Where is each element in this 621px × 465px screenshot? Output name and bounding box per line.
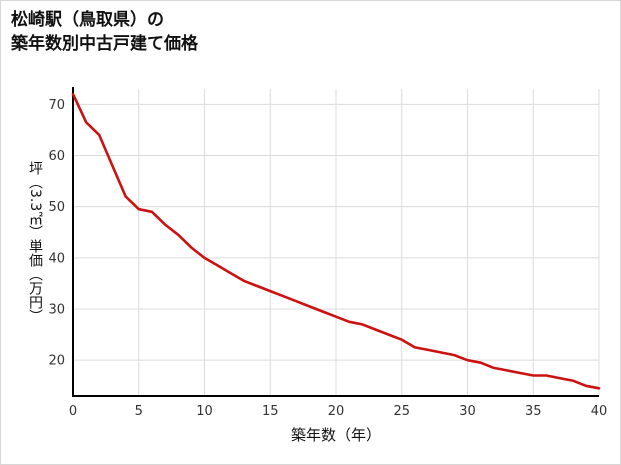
- y-tick-label-20: 20: [48, 354, 65, 369]
- y-axis-label: 坪（3.3㎡）単価（万円）: [27, 161, 43, 324]
- x-tick-label-35: 35: [525, 404, 542, 419]
- price-line-series: [71, 92, 601, 390]
- x-tick-label-30: 30: [459, 404, 476, 419]
- chart-title-line2: 築年数別中古戸建て価格: [11, 33, 198, 54]
- y-tick-label-70: 70: [48, 98, 65, 113]
- x-tick-label-20: 20: [328, 404, 345, 419]
- x-tick-label-40: 40: [591, 404, 608, 419]
- y-tick-label-30: 30: [48, 303, 65, 318]
- y-tick-label-50: 50: [48, 200, 65, 215]
- y-tick-label-40: 40: [48, 251, 65, 266]
- chart-title-line1: 松崎駅（鳥取県）の: [11, 10, 164, 30]
- x-tick-label-0: 0: [69, 404, 77, 419]
- x-tick-label-5: 5: [135, 404, 143, 419]
- x-tick-label-10: 10: [196, 404, 213, 419]
- x-axis-label: 築年数（年）: [291, 426, 381, 444]
- y-tick-label-60: 60: [48, 149, 65, 164]
- chart-title: 松崎駅（鳥取県）の 築年数別中古戸建て価格: [11, 9, 198, 57]
- x-tick-label-15: 15: [262, 404, 279, 419]
- x-tick-label-25: 25: [393, 404, 410, 419]
